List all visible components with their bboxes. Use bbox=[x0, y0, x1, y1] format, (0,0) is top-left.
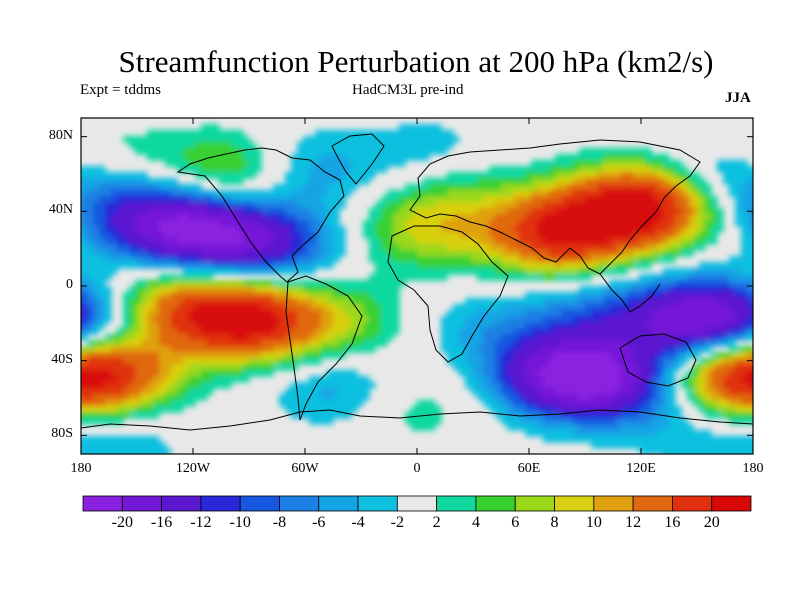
colorbar-label: 20 bbox=[703, 514, 720, 531]
colorbar-label: 2 bbox=[432, 514, 441, 531]
colorbar-label: 16 bbox=[664, 514, 681, 531]
colorbar-swatch bbox=[82, 495, 123, 512]
colorbar-swatch bbox=[121, 495, 162, 512]
field-cells bbox=[81, 124, 753, 454]
colorbar-label: 6 bbox=[511, 514, 520, 531]
colorbar-swatch bbox=[672, 495, 713, 512]
colorbar-swatch bbox=[161, 495, 202, 512]
colorbar-swatch bbox=[318, 495, 359, 512]
x-tick-label: 60E bbox=[517, 461, 541, 476]
y-tick-label: 0 bbox=[66, 277, 73, 292]
colorbar-label: -20 bbox=[111, 514, 133, 531]
x-tick-label: 180 bbox=[742, 461, 764, 476]
colorbar-swatch bbox=[396, 495, 438, 512]
x-tick-label: 180 bbox=[70, 461, 92, 476]
colorbar-swatch bbox=[239, 495, 280, 512]
y-tick-label: 40S bbox=[51, 351, 73, 367]
experiment-label: Expt = tddms bbox=[80, 82, 161, 98]
y-tick-label: 40N bbox=[48, 202, 73, 218]
coastline-north-america bbox=[176, 147, 345, 283]
axis-ticks bbox=[80, 118, 754, 454]
colorbar-label: -6 bbox=[312, 514, 326, 531]
x-tick-label: 120E bbox=[626, 461, 656, 476]
colorbar-label: 10 bbox=[585, 514, 602, 531]
colorbar-label: -12 bbox=[190, 514, 212, 531]
colorbar-swatch bbox=[514, 495, 555, 512]
colorbar-swatch bbox=[279, 495, 320, 512]
coastline-australia bbox=[619, 333, 697, 387]
colorbar-label: -10 bbox=[229, 514, 251, 531]
coastline-eurasia bbox=[409, 139, 701, 275]
colorbar-swatch bbox=[200, 495, 241, 512]
colorbar-label: -16 bbox=[150, 514, 173, 531]
coastline-south-america bbox=[285, 275, 363, 421]
plot-title: Streamfunction Perturbation at 200 hPa (… bbox=[118, 44, 714, 79]
colorbar-label: 8 bbox=[550, 514, 559, 531]
colorbar-swatch bbox=[357, 495, 398, 512]
coastlines bbox=[81, 133, 753, 431]
x-tick-label: 120W bbox=[175, 461, 211, 476]
y-tick-label: 80N bbox=[48, 127, 73, 143]
coastline-africa bbox=[387, 225, 509, 363]
coastline-se-asia bbox=[599, 273, 661, 313]
colorbar-swatch bbox=[593, 495, 634, 512]
model-label: HadCM3L pre-ind bbox=[352, 82, 464, 98]
x-tick-label: 60W bbox=[291, 461, 319, 476]
colorbar-swatch bbox=[436, 495, 477, 512]
coastline-greenland bbox=[331, 133, 385, 185]
coastline-antarctica bbox=[81, 409, 753, 431]
season-label: JJA bbox=[725, 90, 751, 106]
colorbar-label: -4 bbox=[351, 514, 365, 531]
colorbar-swatch bbox=[475, 495, 516, 512]
colorbar-label: 4 bbox=[471, 514, 480, 531]
colorbar-swatch bbox=[632, 495, 673, 512]
colorbar-label: -2 bbox=[390, 514, 404, 531]
x-tick-label: 0 bbox=[413, 461, 421, 476]
colorbar-swatch bbox=[554, 495, 595, 512]
contour-field bbox=[81, 118, 753, 454]
y-tick-label: 80S bbox=[51, 426, 73, 442]
colorbar bbox=[82, 495, 752, 512]
colorbar-label: 12 bbox=[625, 514, 642, 531]
colorbar-label: -8 bbox=[272, 514, 287, 531]
colorbar-swatch bbox=[711, 495, 752, 512]
